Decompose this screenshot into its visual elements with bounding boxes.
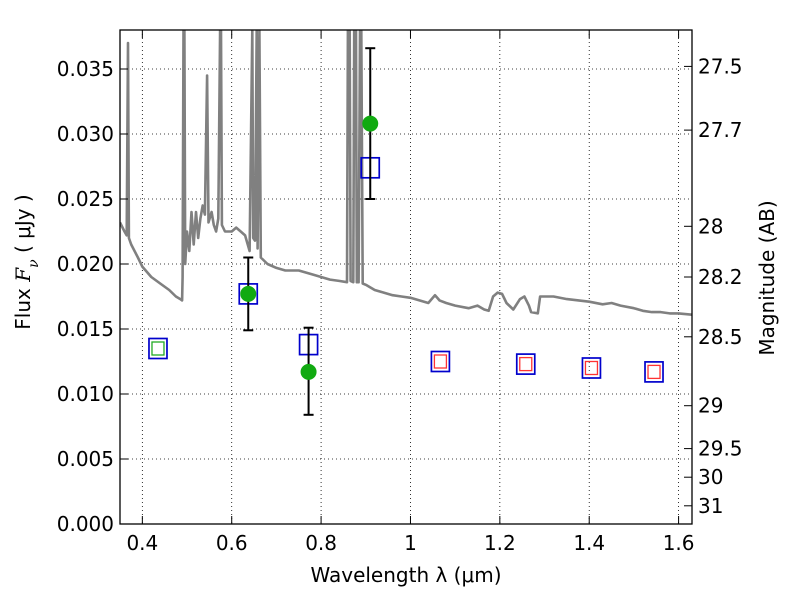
x-tick-label: 1.6 [663, 531, 695, 555]
x-tick-label: 1.2 [484, 531, 516, 555]
band-marker-box [519, 356, 533, 372]
model-photometry-box [148, 337, 168, 360]
band-marker-box [433, 354, 448, 369]
y-tick-label: 0.005 [57, 447, 114, 471]
y-tick-label: 0.020 [57, 252, 114, 276]
observed-point [300, 363, 317, 380]
y2-tick-label: 28 [698, 214, 723, 238]
observed-point [240, 285, 257, 302]
x-tick-label: 0.8 [305, 531, 337, 555]
x-tick-label: 0.6 [216, 531, 248, 555]
y2-tick-label: 29 [698, 394, 723, 418]
model-photometry-box [581, 357, 602, 379]
y2-tick-label: 29.5 [698, 437, 743, 461]
y-tick-label: 0.035 [57, 57, 114, 81]
band-marker-box [647, 364, 661, 380]
y2-tick-label: 28.2 [698, 265, 743, 289]
model-photometry-box [644, 361, 664, 383]
x-tick-label: 1 [404, 531, 417, 555]
y-tick-label: 0.010 [57, 382, 114, 406]
plot-series [120, 30, 692, 416]
y2-axis-label: Magnitude (AB) [755, 200, 779, 355]
y-axis-label: Flux Fν ( μJy ) [11, 194, 42, 329]
y-axis: 0.000 0.005 0.010 0.015 0.020 0.025 0.030 0.035 [57, 57, 128, 536]
x-axis-label: Wavelength λ (μm) [310, 563, 501, 587]
model-photometry-box [515, 353, 536, 375]
model-spectrum-line [120, 30, 692, 316]
model-photometry-box [430, 350, 451, 373]
band-marker-box [151, 341, 165, 356]
y-tick-label: 0.000 [57, 512, 114, 536]
y2-tick-label: 27.5 [698, 54, 743, 78]
y2-tick-label: 28.5 [698, 325, 743, 349]
y2-tick-label: 30 [698, 465, 723, 489]
grid-lines [120, 30, 692, 524]
x-axis: 0.4 0.6 0.8 1 1.2 1.4 1.6 [126, 30, 695, 555]
y-tick-label: 0.025 [57, 187, 114, 211]
x-tick-label: 0.4 [126, 531, 158, 555]
y2-tick-label: 31 [698, 494, 723, 518]
y2-tick-label: 27.7 [698, 118, 743, 142]
x-tick-label: 1.4 [573, 531, 605, 555]
observed-point [362, 115, 379, 132]
y-tick-label: 0.015 [57, 317, 114, 341]
y2-axis: 27.5 27.7 28 28.2 28.5 29 29.5 30 31 [684, 54, 743, 518]
y-tick-label: 0.030 [57, 122, 114, 146]
band-marker-box [584, 360, 599, 376]
